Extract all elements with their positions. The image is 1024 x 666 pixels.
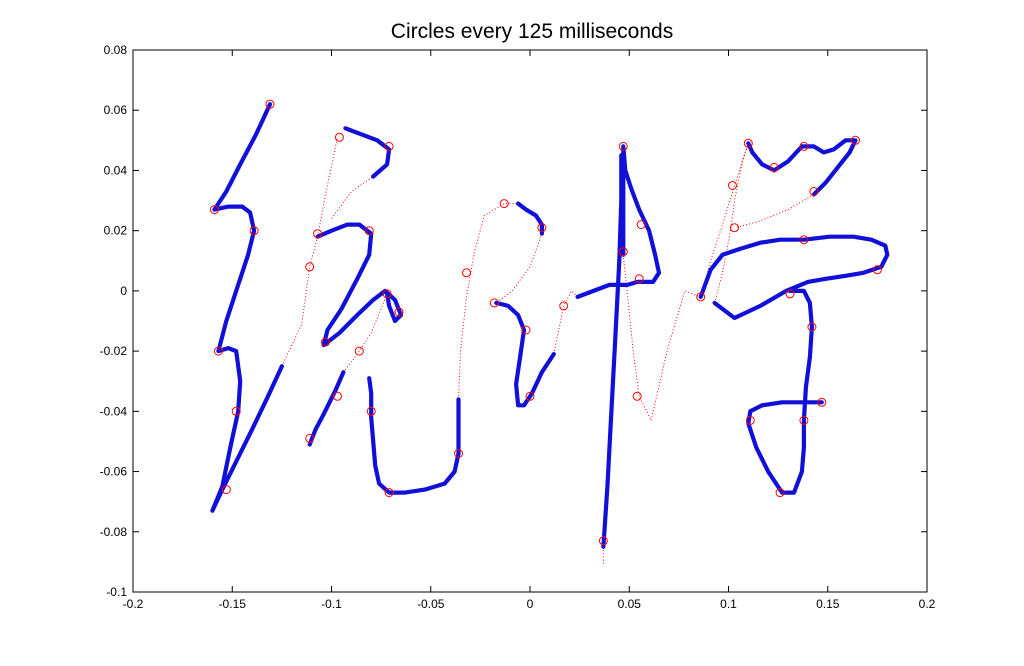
y-tick-label: -0.1 bbox=[106, 585, 127, 599]
y-tick-label: 0.06 bbox=[104, 103, 128, 117]
x-tick-label: -0.2 bbox=[123, 597, 144, 611]
pen-stroke bbox=[343, 126, 392, 179]
sample-circle bbox=[799, 415, 809, 425]
pen-stroke bbox=[746, 288, 824, 495]
sample-circle bbox=[384, 488, 394, 498]
sample-circle bbox=[366, 406, 376, 416]
sample-circle bbox=[775, 488, 785, 498]
sample-circle bbox=[305, 262, 315, 272]
x-tick-label: -0.15 bbox=[219, 597, 247, 611]
sample-circle bbox=[618, 141, 628, 151]
plot-background bbox=[133, 50, 927, 592]
pen-up-trace bbox=[553, 290, 578, 355]
sample-circle bbox=[265, 99, 275, 109]
sample-circle bbox=[636, 220, 646, 230]
sample-circle bbox=[313, 229, 323, 239]
sample-circle bbox=[632, 391, 642, 401]
sample-circle bbox=[209, 205, 219, 215]
pen-up-trace bbox=[734, 194, 815, 229]
pen-stroke bbox=[494, 300, 556, 408]
sample-circle bbox=[213, 346, 223, 356]
y-tick-label: 0.08 bbox=[104, 43, 128, 57]
x-tick-label: 0.2 bbox=[919, 597, 936, 611]
sample-circle bbox=[364, 226, 374, 236]
sample-circles bbox=[209, 99, 882, 546]
pen-up-traces bbox=[281, 137, 815, 565]
sample-circle bbox=[745, 415, 755, 425]
sample-circle bbox=[872, 265, 882, 275]
sample-circle bbox=[696, 292, 706, 302]
sample-circle bbox=[817, 397, 827, 407]
sample-circle bbox=[525, 391, 535, 401]
pen-up-trace bbox=[331, 176, 374, 219]
sample-circle bbox=[454, 449, 463, 458]
pen-up-trace bbox=[281, 236, 319, 367]
x-tick-label: 0.05 bbox=[618, 597, 642, 611]
sample-circle bbox=[394, 307, 404, 317]
y-tick-label: -0.06 bbox=[100, 465, 128, 479]
sample-circle bbox=[462, 268, 471, 278]
y-tick-label: 0.04 bbox=[104, 163, 128, 177]
pen-stroke bbox=[516, 201, 544, 236]
sample-circle bbox=[851, 135, 860, 145]
pen-up-trace bbox=[700, 143, 749, 298]
pen-stroke bbox=[367, 376, 461, 495]
x-tick-label: -0.1 bbox=[321, 597, 342, 611]
sample-circle bbox=[799, 235, 809, 245]
sample-circle bbox=[618, 247, 628, 257]
sample-circle bbox=[807, 322, 817, 332]
sample-circle bbox=[321, 337, 330, 347]
sample-circle bbox=[809, 187, 819, 196]
chart-title: Circles every 125 milliseconds bbox=[391, 20, 673, 43]
y-tick-label: -0.08 bbox=[100, 525, 128, 539]
x-tick-label: 0.1 bbox=[720, 597, 737, 611]
sample-circle bbox=[221, 485, 231, 495]
sample-circle bbox=[384, 141, 394, 151]
sample-circle bbox=[333, 391, 342, 401]
sample-circle bbox=[634, 274, 644, 284]
sample-circle bbox=[743, 138, 753, 148]
pen-stroke bbox=[601, 153, 624, 549]
x-tick-label: 0 bbox=[527, 597, 534, 611]
y-tick-label: -0.04 bbox=[100, 404, 128, 418]
pen-up-trace bbox=[343, 293, 388, 373]
sample-circle bbox=[249, 226, 259, 236]
pen-up-trace bbox=[622, 254, 652, 421]
y-tick-label: 0 bbox=[120, 284, 127, 298]
sample-circle bbox=[231, 406, 241, 416]
sample-circle bbox=[799, 141, 809, 151]
y-tick-label: -0.02 bbox=[100, 344, 128, 358]
sample-circle bbox=[785, 289, 795, 299]
pen-stroke bbox=[315, 222, 404, 348]
pen-stroke bbox=[307, 370, 346, 447]
sample-circle bbox=[559, 301, 569, 311]
x-axis: -0.2 -0.15 -0.1 -0.05 0 0.05 0.1 0.15 0.2 bbox=[123, 50, 936, 611]
sample-circle bbox=[489, 298, 499, 308]
sample-circle bbox=[728, 181, 737, 190]
pen-stroke bbox=[746, 138, 858, 197]
sample-circle bbox=[598, 536, 608, 546]
sample-circle bbox=[521, 325, 531, 335]
pen-up-trace bbox=[458, 203, 519, 400]
y-tick-label: 0.02 bbox=[104, 224, 128, 238]
x-tick-label: 0.15 bbox=[816, 597, 840, 611]
sample-circle bbox=[354, 346, 364, 356]
sample-circle bbox=[769, 162, 779, 172]
sample-circle bbox=[537, 223, 547, 233]
pen-stroke bbox=[698, 234, 890, 321]
sample-circle bbox=[730, 223, 739, 233]
sample-circle bbox=[499, 199, 509, 209]
sample-circle bbox=[305, 433, 315, 443]
sample-circle bbox=[334, 132, 344, 142]
sample-circle bbox=[382, 289, 392, 299]
y-axis: 0.08 0.06 0.04 0.02 0 -0.02 -0.04 -0.06 -0.08 -0.… bbox=[100, 43, 927, 599]
pen-up-trace bbox=[650, 290, 701, 421]
x-tick-label: -0.05 bbox=[417, 597, 445, 611]
